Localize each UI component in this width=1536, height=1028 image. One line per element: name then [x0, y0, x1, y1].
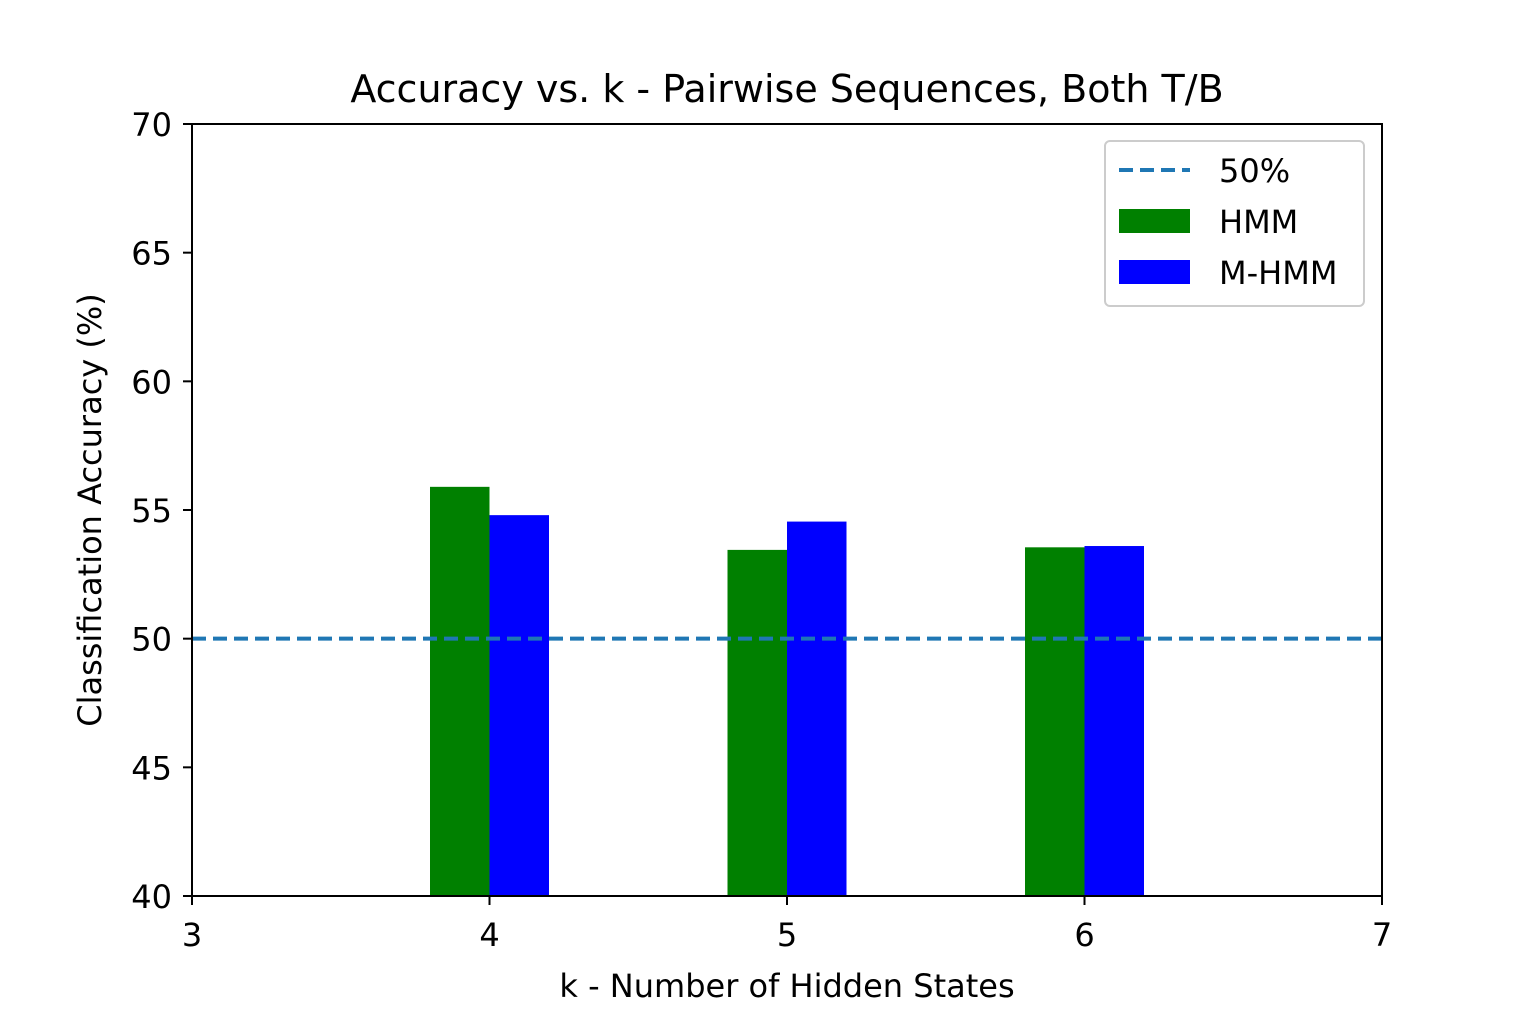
y-axis-label: Classification Accuracy (%)	[71, 293, 109, 727]
legend-swatch-m-hmm	[1119, 260, 1190, 284]
legend-label-hmm: HMM	[1219, 203, 1298, 241]
y-tick-label: 50	[131, 621, 172, 659]
x-axis-ticks: 3 4 5 6 7	[182, 896, 1392, 954]
bar-hmm-k5	[727, 549, 787, 896]
bar-m-hmm-k5	[787, 521, 847, 896]
plot-area	[192, 486, 1382, 896]
x-axis-label: k - Number of Hidden States	[559, 967, 1014, 1005]
bar-m-hmm-k4	[489, 515, 549, 896]
y-tick-label: 55	[131, 492, 172, 530]
bar-m-hmm-k6	[1084, 546, 1144, 896]
legend-label-50: 50%	[1219, 152, 1290, 190]
legend: 50% HMM M-HMM	[1104, 140, 1365, 307]
bar-hmm-k6	[1025, 547, 1085, 896]
x-tick-label: 3	[182, 916, 202, 954]
x-tick-label: 5	[777, 916, 797, 954]
y-tick-label: 45	[131, 749, 172, 787]
x-tick-label: 6	[1074, 916, 1094, 954]
y-axis-ticks: 40 45 50 55 60 65 70	[131, 106, 192, 916]
y-tick-label: 70	[131, 106, 172, 144]
y-tick-label: 65	[131, 235, 172, 273]
x-tick-label: 7	[1372, 916, 1392, 954]
legend-swatch-hmm	[1119, 209, 1190, 233]
bar-hmm-k4	[430, 486, 490, 896]
legend-label-m-hmm: M-HMM	[1219, 254, 1337, 292]
y-tick-label: 60	[131, 363, 172, 401]
x-tick-label: 4	[479, 916, 499, 954]
chart-title: Accuracy vs. k - Pairwise Sequences, Bot…	[350, 67, 1223, 111]
y-tick-label: 40	[131, 878, 172, 916]
